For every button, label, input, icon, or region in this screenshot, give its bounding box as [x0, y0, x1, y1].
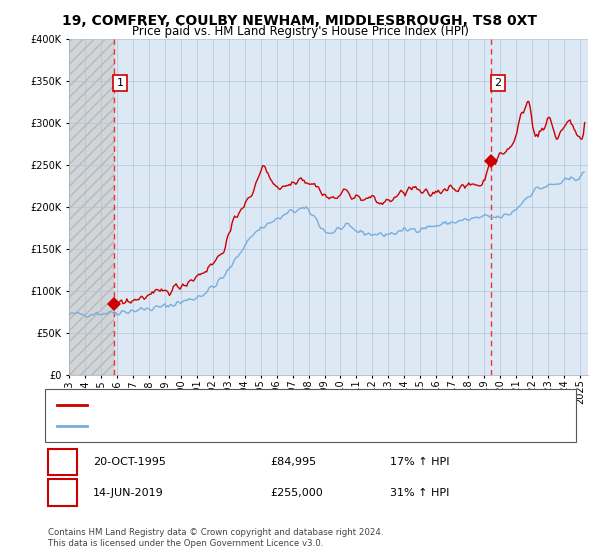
Text: 1: 1: [116, 78, 124, 88]
Text: 1: 1: [59, 457, 66, 467]
Text: £84,995: £84,995: [270, 457, 316, 467]
Text: 31% ↑ HPI: 31% ↑ HPI: [390, 488, 449, 498]
Text: Price paid vs. HM Land Registry's House Price Index (HPI): Price paid vs. HM Land Registry's House …: [131, 25, 469, 38]
Text: 19, COMFREY, COULBY NEWHAM, MIDDLESBROUGH, TS8 0XT: 19, COMFREY, COULBY NEWHAM, MIDDLESBROUG…: [62, 14, 538, 28]
Text: 2: 2: [494, 78, 502, 88]
Text: 2: 2: [59, 488, 66, 498]
Text: 19, COMFREY, COULBY NEWHAM, MIDDLESBROUGH, TS8 0XT (detached house): 19, COMFREY, COULBY NEWHAM, MIDDLESBROUG…: [93, 400, 489, 410]
Text: 14-JUN-2019: 14-JUN-2019: [93, 488, 164, 498]
Text: £255,000: £255,000: [270, 488, 323, 498]
Text: HPI: Average price, detached house, Middlesbrough: HPI: Average price, detached house, Midd…: [93, 421, 351, 431]
Text: Contains HM Land Registry data © Crown copyright and database right 2024.
This d: Contains HM Land Registry data © Crown c…: [48, 528, 383, 548]
Text: 17% ↑ HPI: 17% ↑ HPI: [390, 457, 449, 467]
Text: 20-OCT-1995: 20-OCT-1995: [93, 457, 166, 467]
